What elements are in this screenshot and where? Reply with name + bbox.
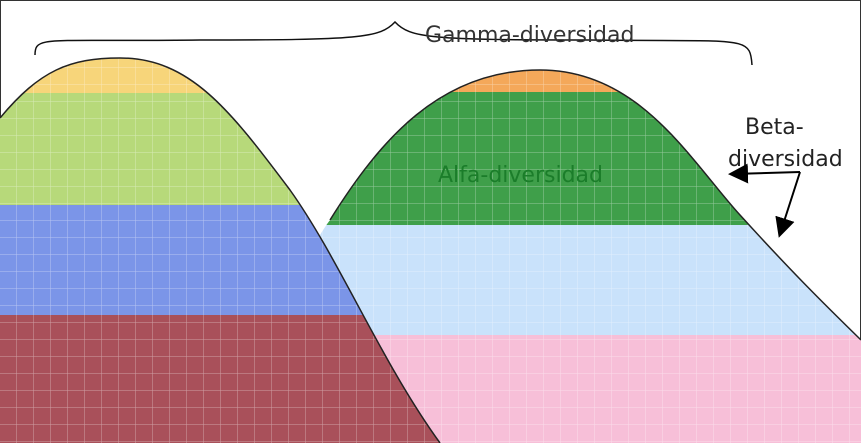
beta-label-line: diversidad <box>728 147 843 172</box>
arrow <box>728 163 801 184</box>
right-curve <box>329 69 861 341</box>
gamma-label: Gamma-diversidad <box>425 23 634 48</box>
left-curve <box>0 57 441 443</box>
brace <box>34 20 753 66</box>
beta-label-line: Beta- <box>745 115 804 140</box>
alfa-label: Alfa-diversidad <box>438 163 603 188</box>
arrow <box>775 171 801 238</box>
